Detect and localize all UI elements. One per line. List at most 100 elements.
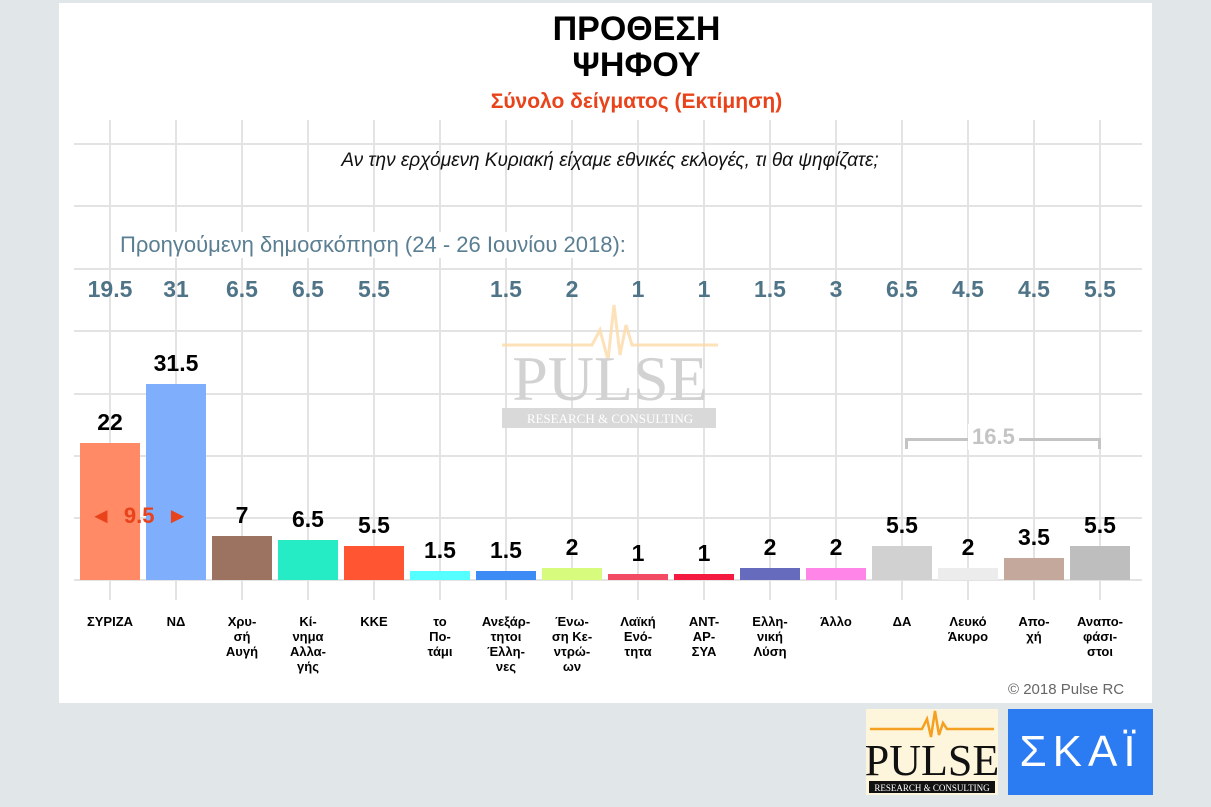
- previous-value: 4.5: [1018, 276, 1050, 302]
- bar: [1070, 545, 1130, 580]
- previous-value: 4.5: [952, 276, 984, 302]
- skai-logo: ΣΚΑΪ: [1008, 709, 1153, 795]
- previous-value: 1.5: [754, 276, 786, 302]
- previous-value: 19.5: [87, 276, 133, 302]
- bar: [674, 573, 734, 580]
- bar-value-label: 31.5: [153, 350, 199, 377]
- bar: [476, 570, 536, 580]
- chart-title-line2: ΨΗΦΟΥ: [572, 46, 701, 84]
- category-label: Αναπο- φάσι- στοι: [1077, 614, 1123, 659]
- category-label: Λαϊκή Ενό- τητα: [620, 614, 656, 659]
- chart-title-line1: ΠΡΟΘΕΣΗ: [552, 10, 721, 48]
- previous-value: 2: [565, 276, 579, 302]
- bar: [1004, 558, 1064, 580]
- svg-text:RESEARCH & CONSULTING: RESEARCH & CONSULTING: [874, 783, 990, 793]
- bar-value-label: 5.5: [886, 511, 918, 538]
- gap-value: 9.5: [123, 503, 155, 528]
- category-label: ΚΚΕ: [360, 614, 388, 629]
- bar-value-label: 1: [697, 539, 711, 566]
- chart-subtitle: Σύνολο δείγματος (Εκτίμηση): [490, 90, 783, 113]
- category-label: Ανεξάρ- τητοι Έλλη- νες: [481, 614, 531, 674]
- bar-value-label: 2: [961, 533, 975, 560]
- svg-text:PULSE: PULSE: [512, 343, 708, 414]
- category-label: ΔΑ: [892, 614, 912, 629]
- previous-value: 31: [163, 276, 189, 302]
- svg-text:PULSE: PULSE: [866, 736, 998, 785]
- arrow-right-icon: ►: [166, 503, 189, 528]
- pulse-wave-icon: PULSE RESEARCH & CONSULTING: [502, 304, 718, 428]
- category-label: Ελλη- νική Λύση: [752, 614, 788, 659]
- gridline-vertical: [967, 120, 969, 600]
- bar-value-label: 5.5: [1084, 511, 1116, 538]
- category-label: Κί- νημα Αλλα- γής: [289, 614, 326, 674]
- bar: [806, 567, 866, 580]
- category-label: Ένω- ση Κε- ντρώ- ων: [551, 614, 593, 674]
- category-label: Άλλο: [820, 614, 852, 629]
- previous-value: 6.5: [226, 276, 258, 302]
- gridline-horizontal: [74, 268, 1142, 270]
- copyright: © 2018 Pulse RC: [1008, 681, 1125, 698]
- bar-value-label: 1.5: [424, 536, 456, 563]
- category-label: ΑΝΤ- ΑΡ- ΣΥΑ: [688, 614, 720, 659]
- bar: [212, 536, 272, 580]
- category-label: το Πο- τάμι: [427, 614, 453, 659]
- bar-value-label: 7: [235, 502, 249, 529]
- bar: [146, 384, 206, 580]
- previous-value: 1: [697, 276, 711, 302]
- pulse-logo: PULSE RESEARCH & CONSULTING: [865, 709, 999, 795]
- svg-text:RESEARCH & CONSULTING: RESEARCH & CONSULTING: [527, 411, 693, 426]
- bar-value-label: 1: [631, 539, 645, 566]
- gridline-vertical: [307, 120, 309, 600]
- gridline-vertical: [505, 120, 507, 600]
- gridline-horizontal: [74, 143, 1142, 145]
- previous-poll-label: Προηγούμενη δημοσκόπηση (24 - 26 Ιουνίου…: [116, 232, 630, 258]
- gridline-horizontal: [74, 579, 1142, 581]
- previous-value: 5.5: [358, 276, 390, 302]
- previous-value: 1.5: [490, 276, 522, 302]
- bar-value-label: 22: [97, 409, 123, 436]
- gridline-vertical: [703, 120, 705, 600]
- gridline-horizontal: [74, 393, 1142, 395]
- bar-value-label: 5.5: [358, 511, 390, 538]
- gridline-vertical: [1099, 120, 1101, 600]
- bracket-left-tick: [905, 438, 908, 449]
- bar: [80, 443, 140, 580]
- gridline-horizontal: [74, 517, 1142, 519]
- previous-value: 6.5: [886, 276, 918, 302]
- bracket-total: 16.5: [968, 424, 1019, 450]
- previous-value: 3: [829, 276, 843, 302]
- gridline-vertical: [835, 120, 837, 600]
- arrow-left-icon: ◄: [90, 503, 112, 528]
- bar-value-label: 2: [829, 533, 843, 560]
- bracket-right-tick: [1098, 438, 1101, 449]
- gap-annotation: ◄ 9.5 ►: [90, 503, 188, 529]
- bar: [740, 567, 800, 580]
- skai-logo-text: ΣΚΑΪ: [1019, 727, 1142, 776]
- bar: [410, 570, 470, 580]
- bar: [278, 539, 338, 580]
- pulse-watermark: PULSE RESEARCH & CONSULTING: [500, 300, 720, 430]
- gridline-vertical: [571, 120, 573, 600]
- previous-value: 6.5: [292, 276, 324, 302]
- gridline-horizontal: [74, 330, 1142, 332]
- gridline-horizontal: [74, 455, 1142, 457]
- bar: [542, 567, 602, 580]
- gridline-horizontal: [74, 205, 1142, 207]
- category-label: Χρυ- σή Αυγή: [225, 614, 259, 659]
- category-label: ΣΥΡΙΖΑ: [86, 614, 134, 629]
- previous-value: 5.5: [1084, 276, 1116, 302]
- gridline-vertical: [373, 120, 375, 600]
- gridline-vertical: [109, 120, 111, 600]
- gridline-vertical: [439, 120, 441, 600]
- survey-question: Αν την ερχόμενη Κυριακή είχαμε εθνικές ε…: [341, 150, 879, 171]
- gridline-vertical: [901, 120, 903, 600]
- bar-value-label: 3.5: [1018, 524, 1050, 551]
- gridline-vertical: [637, 120, 639, 600]
- gridline-vertical: [1033, 120, 1035, 600]
- bar-value-label: 2: [763, 533, 777, 560]
- gridline-vertical: [769, 120, 771, 600]
- bar: [938, 567, 998, 580]
- category-label: Απο- χή: [1018, 614, 1050, 644]
- gridline-vertical: [175, 120, 177, 600]
- previous-value: 1: [631, 276, 645, 302]
